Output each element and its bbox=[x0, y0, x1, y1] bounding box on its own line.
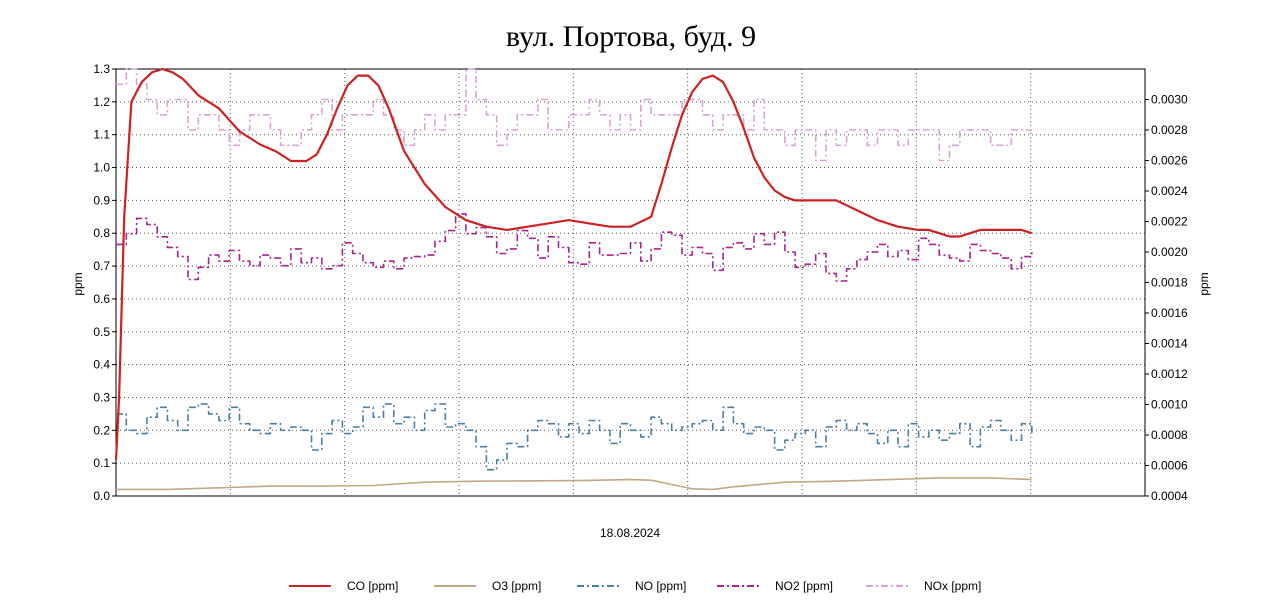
x-axis-label: 18.08.2024 bbox=[600, 526, 660, 540]
tick-label-right: 0.0004 bbox=[1151, 489, 1188, 503]
tick-label-left: 1.1 bbox=[93, 128, 110, 142]
tick-label-right: 0.0022 bbox=[1151, 215, 1188, 229]
tick-label-left: 0.1 bbox=[93, 456, 110, 470]
tick-label-left: 0.4 bbox=[93, 358, 110, 372]
series-group bbox=[114, 67, 1033, 491]
series-line-o3 bbox=[116, 477, 1032, 491]
legend-label-no2: NO2 [ppm] bbox=[775, 579, 833, 593]
tick-label-left: 0.0 bbox=[93, 489, 110, 503]
tick-label-left: 0.3 bbox=[93, 390, 110, 404]
tick-label-left: 0.5 bbox=[93, 325, 110, 339]
chart-title: вул. Портова, буд. 9 bbox=[506, 20, 756, 53]
tick-label-left: 0.6 bbox=[93, 292, 110, 306]
right-axis-ticks: 0.0004 0.0006 0.0008 0.0010 0.0012 0.0014 0.00… bbox=[1145, 93, 1188, 503]
tick-label-right: 0.0014 bbox=[1151, 337, 1188, 351]
tick-label-left: 1.3 bbox=[93, 62, 110, 76]
tick-label-right: 0.0018 bbox=[1151, 276, 1188, 290]
tick-label-right: 0.0010 bbox=[1151, 398, 1188, 412]
tick-label-left: 0.2 bbox=[93, 423, 110, 437]
series-line-no bbox=[116, 403, 1033, 471]
tick-label-right: 0.0006 bbox=[1151, 459, 1188, 473]
series-line-co bbox=[114, 67, 1033, 460]
tick-label-right: 0.0016 bbox=[1151, 306, 1188, 320]
legend-label-co: CO [ppm] bbox=[347, 579, 398, 593]
left-axis-ticks: 0.0 0.1 0.2 0.3 0.4 0.5 0.6 0.7 0.8 0.9 1.0 1.1 1.2 1… bbox=[93, 62, 116, 503]
tick-label-right: 0.0028 bbox=[1151, 123, 1188, 137]
tick-label-left: 0.8 bbox=[93, 226, 110, 240]
tick-label-left: 1.0 bbox=[93, 161, 110, 175]
legend-label-o3: O3 [ppm] bbox=[492, 579, 541, 593]
legend-label-no: NO [ppm] bbox=[635, 579, 686, 593]
tick-label-left: 1.2 bbox=[93, 95, 110, 109]
tick-label-right: 0.0026 bbox=[1151, 154, 1188, 168]
series-line-nox bbox=[116, 68, 1032, 162]
tick-label-right: 0.0024 bbox=[1151, 184, 1188, 198]
legend-label-nox: NOx [ppm] bbox=[924, 579, 981, 593]
tick-label-right: 0.0020 bbox=[1151, 245, 1188, 259]
tick-label-right: 0.0012 bbox=[1151, 367, 1188, 381]
y-axis-label-right: ppm bbox=[1197, 272, 1211, 295]
tick-label-left: 0.9 bbox=[93, 193, 110, 207]
tick-label-right: 0.0030 bbox=[1151, 93, 1188, 107]
series-line-no2 bbox=[116, 213, 1033, 282]
legend: CO [ppm] O3 [ppm] NO [ppm] NO2 [ppm] NOx [pp… bbox=[289, 579, 981, 593]
y-axis-label-left: ppm bbox=[71, 272, 85, 295]
tick-label-left: 0.7 bbox=[93, 259, 110, 273]
tick-label-right: 0.0008 bbox=[1151, 428, 1188, 442]
